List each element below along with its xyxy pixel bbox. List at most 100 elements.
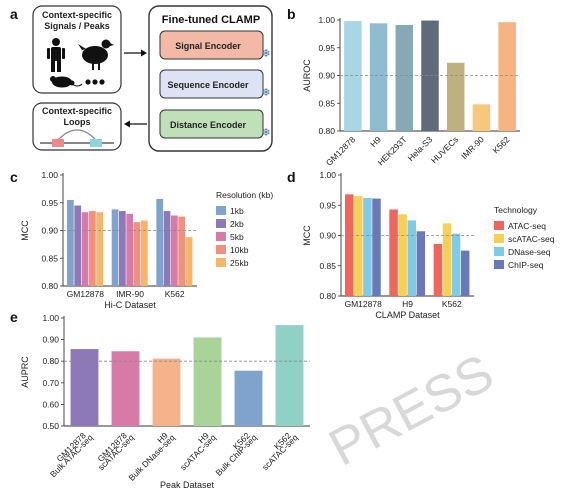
panel-d-letter: d: [287, 169, 296, 185]
sequence-encoder: Sequence Encoder: [159, 69, 264, 99]
arrow-left-icon: [124, 120, 147, 128]
legend-swatch: [216, 258, 226, 267]
bar: [70, 349, 99, 426]
human-icon: [47, 38, 65, 72]
bar: [442, 223, 452, 296]
y-tick-label: 0.85: [41, 253, 58, 263]
legend-label: 1kb: [230, 206, 244, 216]
bar: [344, 194, 354, 296]
legend-label: ChIP-seq: [508, 260, 544, 270]
bar: [451, 233, 461, 296]
x-tick-label: K562: [165, 289, 185, 299]
bar: [398, 214, 407, 296]
x-tick-label: GM12878: [67, 289, 105, 299]
y-tick-label: 0.95: [319, 200, 336, 210]
legend-title: Technology: [494, 205, 538, 215]
bar: [344, 21, 362, 131]
legend-label: 10kb: [230, 245, 249, 255]
x-tick-label: IMR-90: [459, 134, 486, 161]
legend-label: 2kb: [230, 219, 244, 229]
bar: [119, 211, 126, 286]
bar: [156, 198, 164, 286]
x-tick-label: K562: [442, 299, 462, 309]
y-axis-label: MCC: [302, 225, 312, 246]
bar: [133, 222, 141, 286]
legend-swatch: [494, 247, 504, 256]
watermark: PRESS: [320, 344, 503, 478]
y-tick-label: 0.90: [319, 231, 336, 241]
bar: [185, 237, 193, 286]
y-tick-label: 0.80: [42, 356, 59, 366]
legend-swatch: [216, 219, 226, 228]
x-axis-label: Peak Dataset: [160, 480, 215, 490]
bar: [140, 220, 148, 286]
y-tick-label: 0.95: [318, 43, 335, 53]
y-tick-label: 1.00: [41, 170, 58, 180]
y-tick-label: 0.85: [319, 261, 336, 271]
sequence-encoder-label: Sequence Encoder: [167, 80, 249, 90]
bar: [81, 212, 89, 286]
legend-swatch: [494, 260, 504, 269]
panel-b-letter: b: [287, 6, 296, 22]
input-box-line1: Context-specific: [42, 10, 112, 20]
y-axis-label: AUPRC: [20, 356, 30, 388]
bar: [372, 198, 381, 296]
bar: [369, 23, 388, 131]
x-tick-label: IMR-90: [116, 289, 144, 299]
snowflake-icon: ❄: [261, 47, 270, 60]
y-tick-label: 0.60: [42, 399, 59, 409]
panel-e-chart: e 0.500.600.700.800.901.00AUPRCGM12878Bu…: [10, 309, 310, 490]
loops-box: [32, 102, 122, 151]
bar: [171, 215, 178, 286]
signal-encoder-label: Signal Encoder: [175, 41, 241, 51]
bar: [67, 199, 74, 286]
legend-label: DNase-seq: [508, 247, 551, 257]
y-tick-label: 0.85: [318, 98, 335, 108]
y-tick-label: 0.80: [318, 126, 335, 136]
bar: [96, 212, 104, 286]
bar: [472, 104, 491, 131]
bar: [395, 24, 414, 131]
distance-encoder-label: Distance Encoder: [170, 120, 247, 130]
snowflake-icon: ❄: [261, 86, 270, 99]
panel-a-diagram: a Context-specific Signals / Peaks: [10, 5, 273, 152]
clamp-title: Fine-tuned CLAMP: [162, 14, 260, 26]
snowflake-icon: ❄: [261, 126, 270, 139]
mouse-icon: [50, 76, 83, 88]
bar: [88, 211, 96, 286]
bar: [498, 22, 516, 131]
x-tick-label: GM12878: [324, 134, 358, 168]
legend-swatch: [494, 221, 504, 230]
x-axis-label: Hi-C Dataset: [104, 300, 156, 310]
x-tick-label: H9: [402, 299, 413, 309]
panel-c-letter: c: [10, 169, 18, 185]
distance-encoder: Distance Encoder: [159, 109, 264, 139]
legend-swatch: [216, 206, 226, 215]
bar: [152, 358, 181, 426]
legend-label: 25kb: [230, 258, 249, 268]
legend-label: scATAC-seq: [508, 234, 555, 244]
bar: [163, 211, 171, 286]
bar: [111, 351, 140, 426]
legend-swatch: [494, 234, 504, 243]
y-tick-label: 0.90: [318, 71, 335, 81]
chicken-icon: [78, 39, 114, 70]
signal-encoder: Signal Encoder: [159, 30, 264, 60]
panel-a-letter: a: [10, 6, 18, 22]
input-box-line2: Signals / Peaks: [44, 21, 110, 31]
panel-e-letter: e: [10, 309, 18, 325]
y-tick-label: 1.00: [319, 170, 336, 180]
panel-c-chart: c 0.80 0.85 0.90 0.95 1.00 MCC GM12878 IMR-90 K5…: [10, 169, 273, 310]
bar: [446, 62, 465, 131]
legend-title: Resolution (kb): [216, 190, 273, 200]
loops-box-line1: Context-specific: [42, 106, 112, 116]
x-tick-label: GM12878: [344, 299, 382, 309]
bar: [111, 209, 119, 286]
bar: [416, 231, 426, 296]
legend-swatch: [216, 232, 226, 241]
legend-swatch: [216, 245, 226, 254]
panel-d-chart: d 0.80 0.85 0.90 0.95 1.00 MCC GM12878 H9 K562 Te…: [287, 169, 555, 320]
y-tick-label: 0.90: [41, 226, 58, 236]
